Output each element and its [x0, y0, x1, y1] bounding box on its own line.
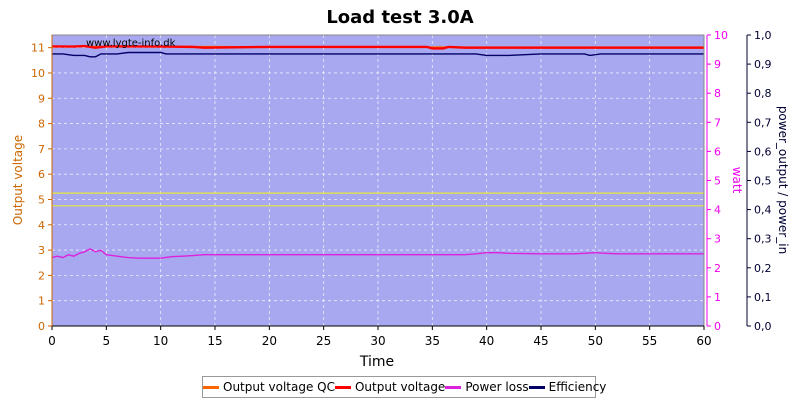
y-right2-tick-label: 0,0: [754, 320, 772, 333]
y-right1-tick-label: 0: [714, 320, 721, 333]
y-right1-tick-label: 2: [714, 262, 721, 275]
y-axis-right-efficiency-label: power_output / power_in: [776, 106, 790, 254]
y-right1-tick-label: 5: [714, 175, 721, 188]
y-right1-tick-label: 4: [714, 204, 721, 217]
legend-label: Output voltage: [354, 380, 446, 394]
legend-swatch: [334, 385, 351, 389]
x-tick-label: 40: [479, 334, 494, 348]
y-right2-tick-label: 1,0: [754, 29, 772, 42]
x-tick-label: 30: [370, 334, 385, 348]
y-right2-tick-label: 0,4: [754, 204, 772, 217]
x-tick-label: 20: [262, 334, 277, 348]
y-axis-right-efficiency: 0,0 0,1 0,2 0,3 0,4 0,5 0,6 0,7 0,8 0,9 1,0: [746, 29, 772, 333]
x-tick-label: 55: [642, 334, 657, 348]
legend-swatch: [445, 385, 462, 389]
y-right1-tick-label: 9: [714, 58, 721, 71]
grid-lines: [52, 35, 704, 326]
legend-label: Efficiency: [548, 380, 607, 394]
y-left-tick-label: 5: [38, 193, 45, 206]
y-right1-tick-label: 7: [714, 116, 721, 129]
y-axis-right-watt-label: watt: [730, 167, 744, 194]
x-tick-label: 25: [316, 334, 331, 348]
y-right1-tick-label: 1: [714, 291, 721, 304]
legend-swatch: [528, 385, 545, 389]
legend-label: Output voltage QC: [223, 380, 335, 394]
legend-item: Power loss: [445, 380, 529, 394]
y-right1-tick-label: 10: [714, 29, 728, 42]
x-tick-label: 45: [533, 334, 548, 348]
series-line-power-loss: [51, 248, 704, 259]
legend-label: Power loss: [465, 380, 529, 394]
series-line-efficiency: [52, 51, 704, 58]
y-right2-tick-label: 0,5: [754, 175, 772, 188]
y-right2-tick-label: 0,2: [754, 262, 772, 275]
y-left-tick-label: 11: [31, 42, 45, 55]
y-left-tick-label: 7: [38, 143, 45, 156]
y-left-tick-label: 10: [31, 67, 45, 80]
x-tick-label: 50: [588, 334, 603, 348]
y-left-tick-label: 6: [38, 168, 45, 181]
x-axis: 0 5 10 15 20 25 30 35 40 45 50 55 60: [48, 325, 712, 348]
x-tick-label: 35: [425, 334, 440, 348]
x-tick-label: 60: [696, 334, 711, 348]
y-left-tick-label: 8: [38, 118, 45, 131]
y-axis-left: 0 1 2 3 4 5 6 7 8 9 10 11: [31, 35, 53, 333]
x-tick-label: 10: [153, 334, 168, 348]
y-left-tick-label: 9: [38, 92, 45, 105]
y-right2-tick-label: 0,7: [754, 116, 772, 129]
legend-item: Output voltage QC: [203, 380, 335, 394]
y-axis-right-watt: 0 1 2 3 4 5 6 7 8 9 10: [706, 29, 728, 333]
x-tick-label: 5: [103, 334, 111, 348]
y-left-tick-label: 3: [38, 244, 45, 257]
y-left-tick-label: 4: [38, 219, 45, 232]
y-left-tick-label: 1: [38, 295, 45, 308]
x-axis-label: Time: [359, 354, 394, 370]
y-right1-tick-label: 8: [714, 87, 721, 100]
y-right2-tick-label: 0,9: [754, 58, 772, 71]
y-axis-left-label: Output voltage: [11, 135, 25, 225]
y-left-tick-label: 0: [38, 320, 45, 333]
series-lines: [51, 44, 704, 259]
legend-item: Output voltage: [334, 380, 446, 394]
y-right1-tick-label: 6: [714, 145, 721, 158]
y-right2-tick-label: 0,8: [754, 87, 772, 100]
legend-swatch: [203, 385, 219, 389]
y-right2-tick-label: 0,1: [754, 291, 772, 304]
y-left-tick-label: 2: [38, 269, 45, 282]
watermark: www.lygte-info.dk: [86, 38, 176, 49]
y-right1-tick-label: 3: [714, 233, 721, 246]
y-right2-tick-label: 0,6: [754, 145, 772, 158]
reference-lines: [52, 192, 704, 207]
y-right2-tick-label: 0,3: [754, 233, 772, 246]
legend-item: Efficiency: [528, 380, 607, 394]
chart-title: Load test 3.0A: [326, 7, 473, 28]
series-line-output-voltage: [51, 44, 704, 50]
x-tick-label: 0: [48, 334, 56, 348]
x-tick-label: 15: [207, 334, 222, 348]
legend: Output voltage QC Output voltage Power los…: [202, 376, 606, 398]
